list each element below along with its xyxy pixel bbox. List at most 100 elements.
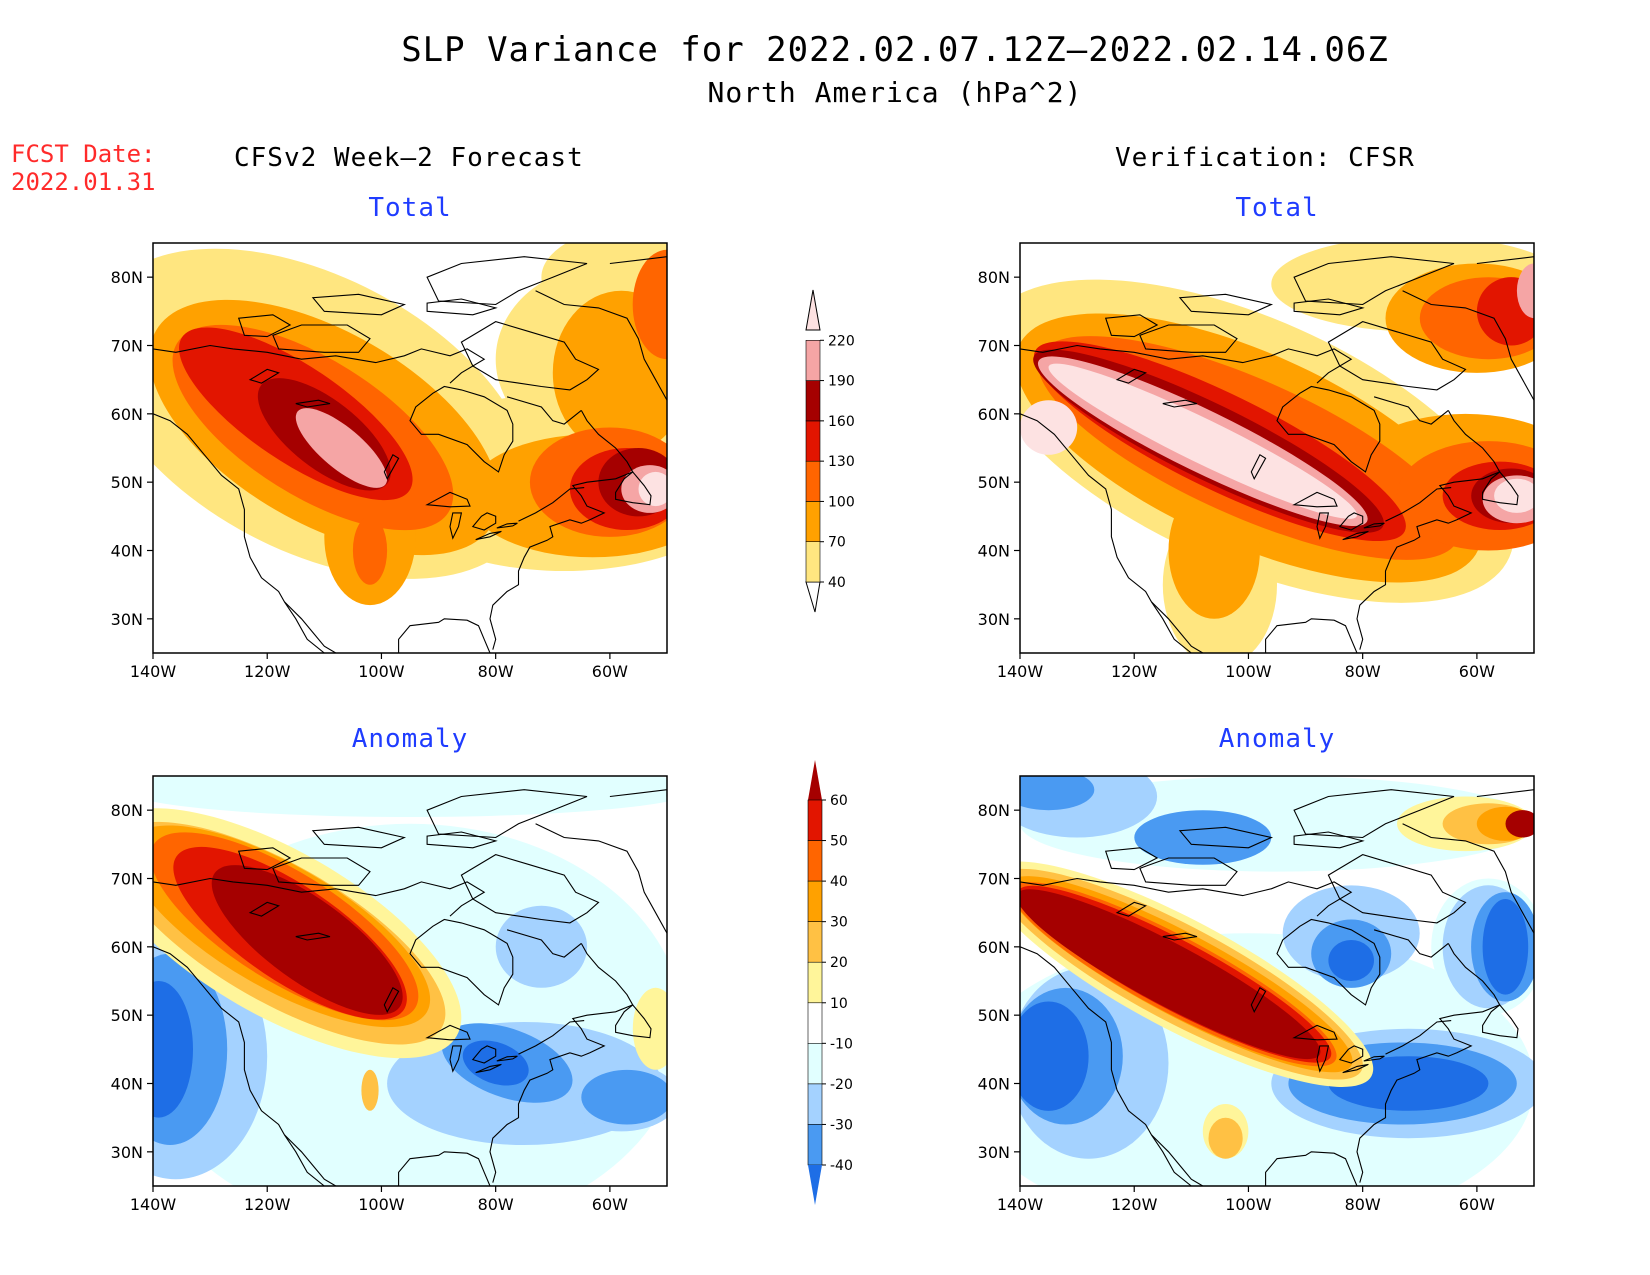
verification-column-title: Verification: CFSR: [1115, 143, 1415, 173]
coastline: [295, 932, 331, 941]
coastline: [1385, 487, 1452, 522]
map-panel-ver-anom: 80N 70N 60N 50N 40N 30N 140W 120W 100W 80W 60W: [978, 775, 1535, 1214]
coastline: [1402, 290, 1534, 401]
colorbar-box: [805, 460, 821, 502]
coastline: [311, 293, 407, 316]
coastline: [153, 344, 486, 384]
lat-tick-label: 30N: [978, 1143, 1010, 1162]
figure-subtitle: North America (hPa^2): [707, 76, 1083, 109]
coastline: [153, 413, 337, 653]
coastline: [1265, 1151, 1358, 1186]
contour-fill: [1505, 810, 1534, 838]
verification-anomaly-title: Anomaly: [1218, 724, 1336, 754]
coastline: [535, 290, 667, 401]
contour-fill: [1020, 776, 1095, 811]
coastline: [426, 831, 498, 849]
colorbar-box: [807, 840, 823, 882]
colorbar-label: 190: [828, 374, 855, 390]
coastline: [272, 857, 371, 886]
coastline: [475, 530, 502, 541]
coastline: [425, 1024, 471, 1041]
coastline: [1373, 929, 1449, 958]
map-frame: [1019, 242, 1535, 654]
lon-tick-label: 140W: [997, 1195, 1044, 1214]
coastline: [1115, 368, 1147, 384]
coastline: [283, 1134, 325, 1186]
coastline: [471, 1045, 497, 1064]
coastline: [1265, 618, 1358, 653]
colorbar-label: 50: [830, 834, 848, 850]
coastline: [1363, 522, 1385, 529]
contour-fill: [361, 1069, 379, 1111]
lat-tick-label: 60N: [978, 938, 1010, 957]
colorbar-label: 100: [828, 494, 855, 510]
colorbar-box: [805, 380, 821, 422]
colorbar-cap: [805, 289, 821, 331]
lat-tick-label: 40N: [111, 542, 143, 561]
contour-fill: [638, 471, 667, 507]
map-fills: [1020, 243, 1534, 653]
coastline: [1356, 410, 1501, 650]
colorbar-box: [807, 1083, 823, 1125]
coastline: [489, 943, 634, 1183]
coastline: [518, 1020, 585, 1055]
coastline: [449, 1045, 463, 1073]
coastline: [496, 522, 518, 529]
coastline: [609, 256, 667, 265]
colorbar-box: [807, 961, 823, 1004]
forecast-date-label: FCST Date:: [11, 140, 156, 168]
contour-fill: [1482, 899, 1529, 995]
forecast-total-title: Total: [368, 193, 452, 223]
coastline: [615, 1004, 652, 1039]
lon-tick-label: 80W: [478, 1195, 514, 1214]
colorbar-label: 10: [830, 996, 848, 1012]
colorbar-box: [805, 339, 821, 381]
coastline: [248, 901, 280, 917]
colorbar-label: -20: [830, 1077, 853, 1093]
coastline: [426, 789, 588, 839]
coastline: [311, 826, 407, 849]
contour-fill: [1134, 810, 1272, 865]
lon-tick-label: 80W: [1345, 1195, 1381, 1214]
coastline: [1373, 396, 1449, 425]
colorbar-box: [805, 420, 821, 462]
contour-fill: [1020, 889, 1321, 1060]
coastline: [489, 410, 634, 650]
colorbar-cap: [808, 760, 822, 800]
coastline: [1162, 399, 1198, 408]
coastline: [1338, 512, 1364, 531]
colorbar-label: 130: [828, 454, 855, 470]
contour-fill: [1020, 1001, 1089, 1111]
colorbar-box: [807, 799, 823, 841]
lon-tick-label: 100W: [358, 1195, 405, 1214]
lat-tick-label: 80N: [111, 268, 143, 287]
coastline: [1293, 831, 1365, 849]
coastline: [1178, 826, 1274, 849]
lon-tick-label: 120W: [1111, 662, 1158, 681]
coastline: [1293, 789, 1455, 839]
lat-tick-label: 50N: [111, 473, 143, 492]
lat-tick-label: 70N: [978, 337, 1010, 356]
coastline: [460, 321, 600, 391]
contour-fill: [1494, 478, 1534, 513]
lat-tick-label: 70N: [111, 870, 143, 889]
coastline: [237, 314, 292, 338]
colorbar-label: 70: [828, 535, 846, 551]
map-panel-fcst-anom: 80N 70N 60N 50N 40N 30N 140W 120W 100W 80W 60W: [111, 775, 668, 1214]
coastline: [295, 399, 331, 408]
lat-tick-label: 60N: [111, 938, 143, 957]
coastline: [1327, 321, 1467, 391]
lat-tick-label: 40N: [978, 1075, 1010, 1094]
coastline: [1293, 298, 1365, 316]
coastline: [1020, 877, 1353, 917]
contour-fill: [1048, 363, 1358, 519]
coastline: [1020, 344, 1353, 384]
colorbar-cap: [808, 1165, 822, 1205]
colorbar-label: 160: [828, 414, 855, 430]
lat-tick-label: 60N: [978, 405, 1010, 424]
coastline: [1316, 1045, 1330, 1073]
lon-tick-label: 140W: [130, 1195, 177, 1214]
lon-tick-label: 140W: [130, 662, 177, 681]
map-frame: [152, 775, 668, 1187]
lat-tick-label: 30N: [978, 610, 1010, 629]
